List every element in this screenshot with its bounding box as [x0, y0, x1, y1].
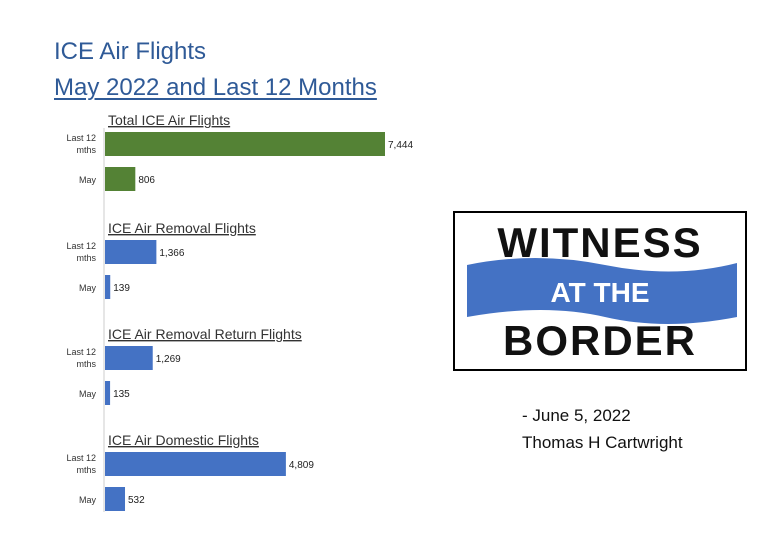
bar: [105, 452, 286, 476]
witness-at-the-border-logo: WITNESS AT THE BORDER: [453, 211, 747, 371]
category-label: Last 12: [66, 453, 96, 463]
bar: [105, 132, 385, 156]
category-label: May: [79, 283, 97, 293]
chart-title: ICE Air Removal Flights: [108, 220, 256, 236]
category-label: mths: [76, 465, 96, 475]
page-title: ICE Air Flights: [54, 38, 207, 65]
chart-title: ICE Air Removal Return Flights: [108, 326, 302, 342]
data-label: 4,809: [289, 460, 314, 471]
data-label: 1,366: [159, 248, 184, 259]
logo-line-1: WITNESS: [497, 219, 703, 266]
category-label: Last 12: [66, 347, 96, 357]
category-label: Last 12: [66, 133, 96, 143]
bar: [105, 487, 126, 511]
category-label: mths: [76, 253, 96, 263]
logo-line-2: AT THE: [550, 277, 650, 308]
chart-title: Total ICE Air Flights: [108, 112, 230, 128]
date-line: - June 5, 2022: [522, 406, 631, 425]
logo-line-3: BORDER: [502, 317, 697, 364]
category-label: May: [79, 495, 97, 505]
bar: [105, 167, 136, 191]
data-label: 806: [138, 175, 155, 186]
data-label: 1,269: [156, 354, 181, 365]
page-subtitle: May 2022 and Last 12 Months: [54, 74, 377, 101]
author-name: Thomas H Cartwright: [522, 433, 683, 452]
wave-banner-icon: [467, 258, 737, 324]
data-label: 135: [113, 389, 130, 400]
bar: [105, 381, 111, 405]
chart-title: ICE Air Domestic Flights: [108, 432, 259, 448]
data-label: 139: [113, 283, 130, 294]
bar: [105, 240, 157, 264]
category-label: mths: [76, 359, 96, 369]
category-label: mths: [76, 145, 96, 155]
category-label: May: [79, 175, 97, 185]
bar: [105, 275, 111, 299]
bar: [105, 346, 153, 370]
category-label: May: [79, 389, 97, 399]
data-label: 532: [128, 495, 145, 506]
category-label: Last 12: [66, 241, 96, 251]
data-label: 7,444: [388, 140, 413, 151]
